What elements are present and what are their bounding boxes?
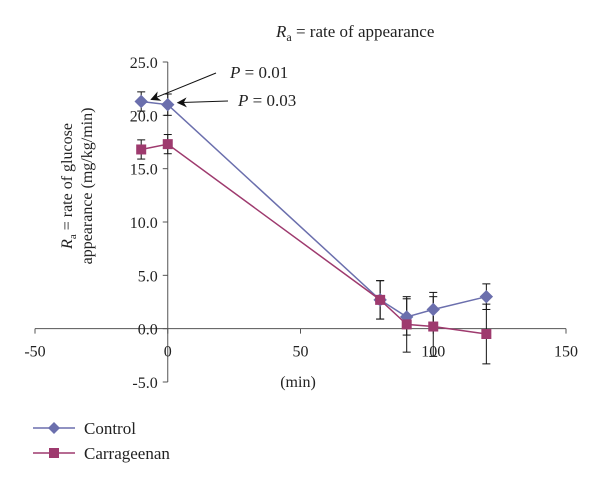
x-tick-label: -50 [24, 344, 45, 361]
annotation-arrow [176, 97, 229, 108]
x-tick-label: 0 [164, 344, 172, 361]
y-tick-label: 15.0 [130, 162, 158, 179]
y-tick-label: 25.0 [130, 55, 158, 72]
title-sub: a [286, 30, 292, 44]
marker-diamond [134, 94, 148, 109]
x-tick-label: 150 [554, 344, 578, 361]
title-var: R [275, 22, 287, 41]
marker-square [481, 329, 492, 339]
markers [134, 94, 494, 339]
title-rest: = rate of appearance [292, 22, 435, 41]
legend-marker-diamond [48, 422, 60, 434]
y-axis-label-line1: Ra = rate of glucose [59, 123, 79, 250]
marker-square [428, 321, 439, 332]
x-axis-label: (min) [280, 374, 316, 391]
y-tick-label: 0.0 [138, 322, 158, 339]
legend-label: Carrageenan [84, 444, 170, 463]
annotation-label: P = 0.03 [237, 91, 296, 110]
legend: Control Carrageenan [33, 419, 170, 463]
y-tick-label: 5.0 [138, 268, 158, 285]
legend-marker-square [49, 448, 59, 458]
marker-diamond [161, 97, 175, 112]
series-lines [141, 100, 487, 335]
x-ticks: -50 0 50 100 150 [24, 328, 578, 361]
marker-diamond [479, 289, 494, 304]
y-tick-label: -5.0 [132, 375, 157, 392]
y-tick-label: 20.0 [130, 108, 158, 125]
y-tick-label: 10.0 [130, 215, 158, 232]
legend-label: Control [84, 419, 136, 438]
marker-square [401, 319, 412, 330]
annotations: P = 0.01 P = 0.03 [150, 63, 296, 110]
x-tick-label: 50 [293, 344, 309, 361]
marker-square [162, 139, 173, 150]
y-axis-label-line2: appearance (mg/kg/min) [79, 108, 96, 265]
series-line-control [141, 100, 487, 318]
marker-square [136, 144, 147, 155]
marker-diamond [426, 302, 440, 317]
annotation-label: P = 0.01 [229, 63, 288, 82]
chart-title: Ra = rate of appearance [275, 22, 434, 44]
annotation-arrow [150, 72, 217, 101]
y-axis-label: Ra = rate of glucose appearance (mg/kg/m… [59, 108, 96, 265]
marker-square [375, 294, 386, 305]
